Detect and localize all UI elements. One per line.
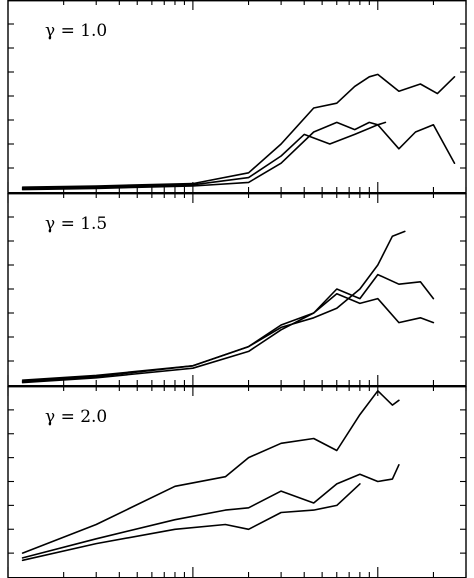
series-line-2: [21, 464, 400, 559]
panel-title: γ = 1.0: [45, 21, 107, 41]
panel-3: γ = 2.0: [7, 386, 467, 578]
series-line-1: [21, 73, 456, 188]
panel-frame: [7, 0, 467, 194]
panel-frame: [7, 192, 467, 387]
panel-title: γ = 1.5: [45, 214, 107, 234]
series-line-1: [21, 390, 400, 554]
panel-1: γ = 1.0: [7, 0, 467, 194]
panel-title: γ = 2.0: [45, 407, 107, 427]
series-line-2: [21, 124, 456, 190]
panel-2: γ = 1.5: [7, 192, 467, 387]
series-line-3: [21, 483, 361, 562]
series-line-2: [21, 273, 435, 383]
chart-panels: γ = 1.0 γ = 1.5 γ = 2.0: [7, 0, 467, 578]
series-line-3: [21, 121, 387, 191]
series-line-3: [21, 293, 435, 384]
